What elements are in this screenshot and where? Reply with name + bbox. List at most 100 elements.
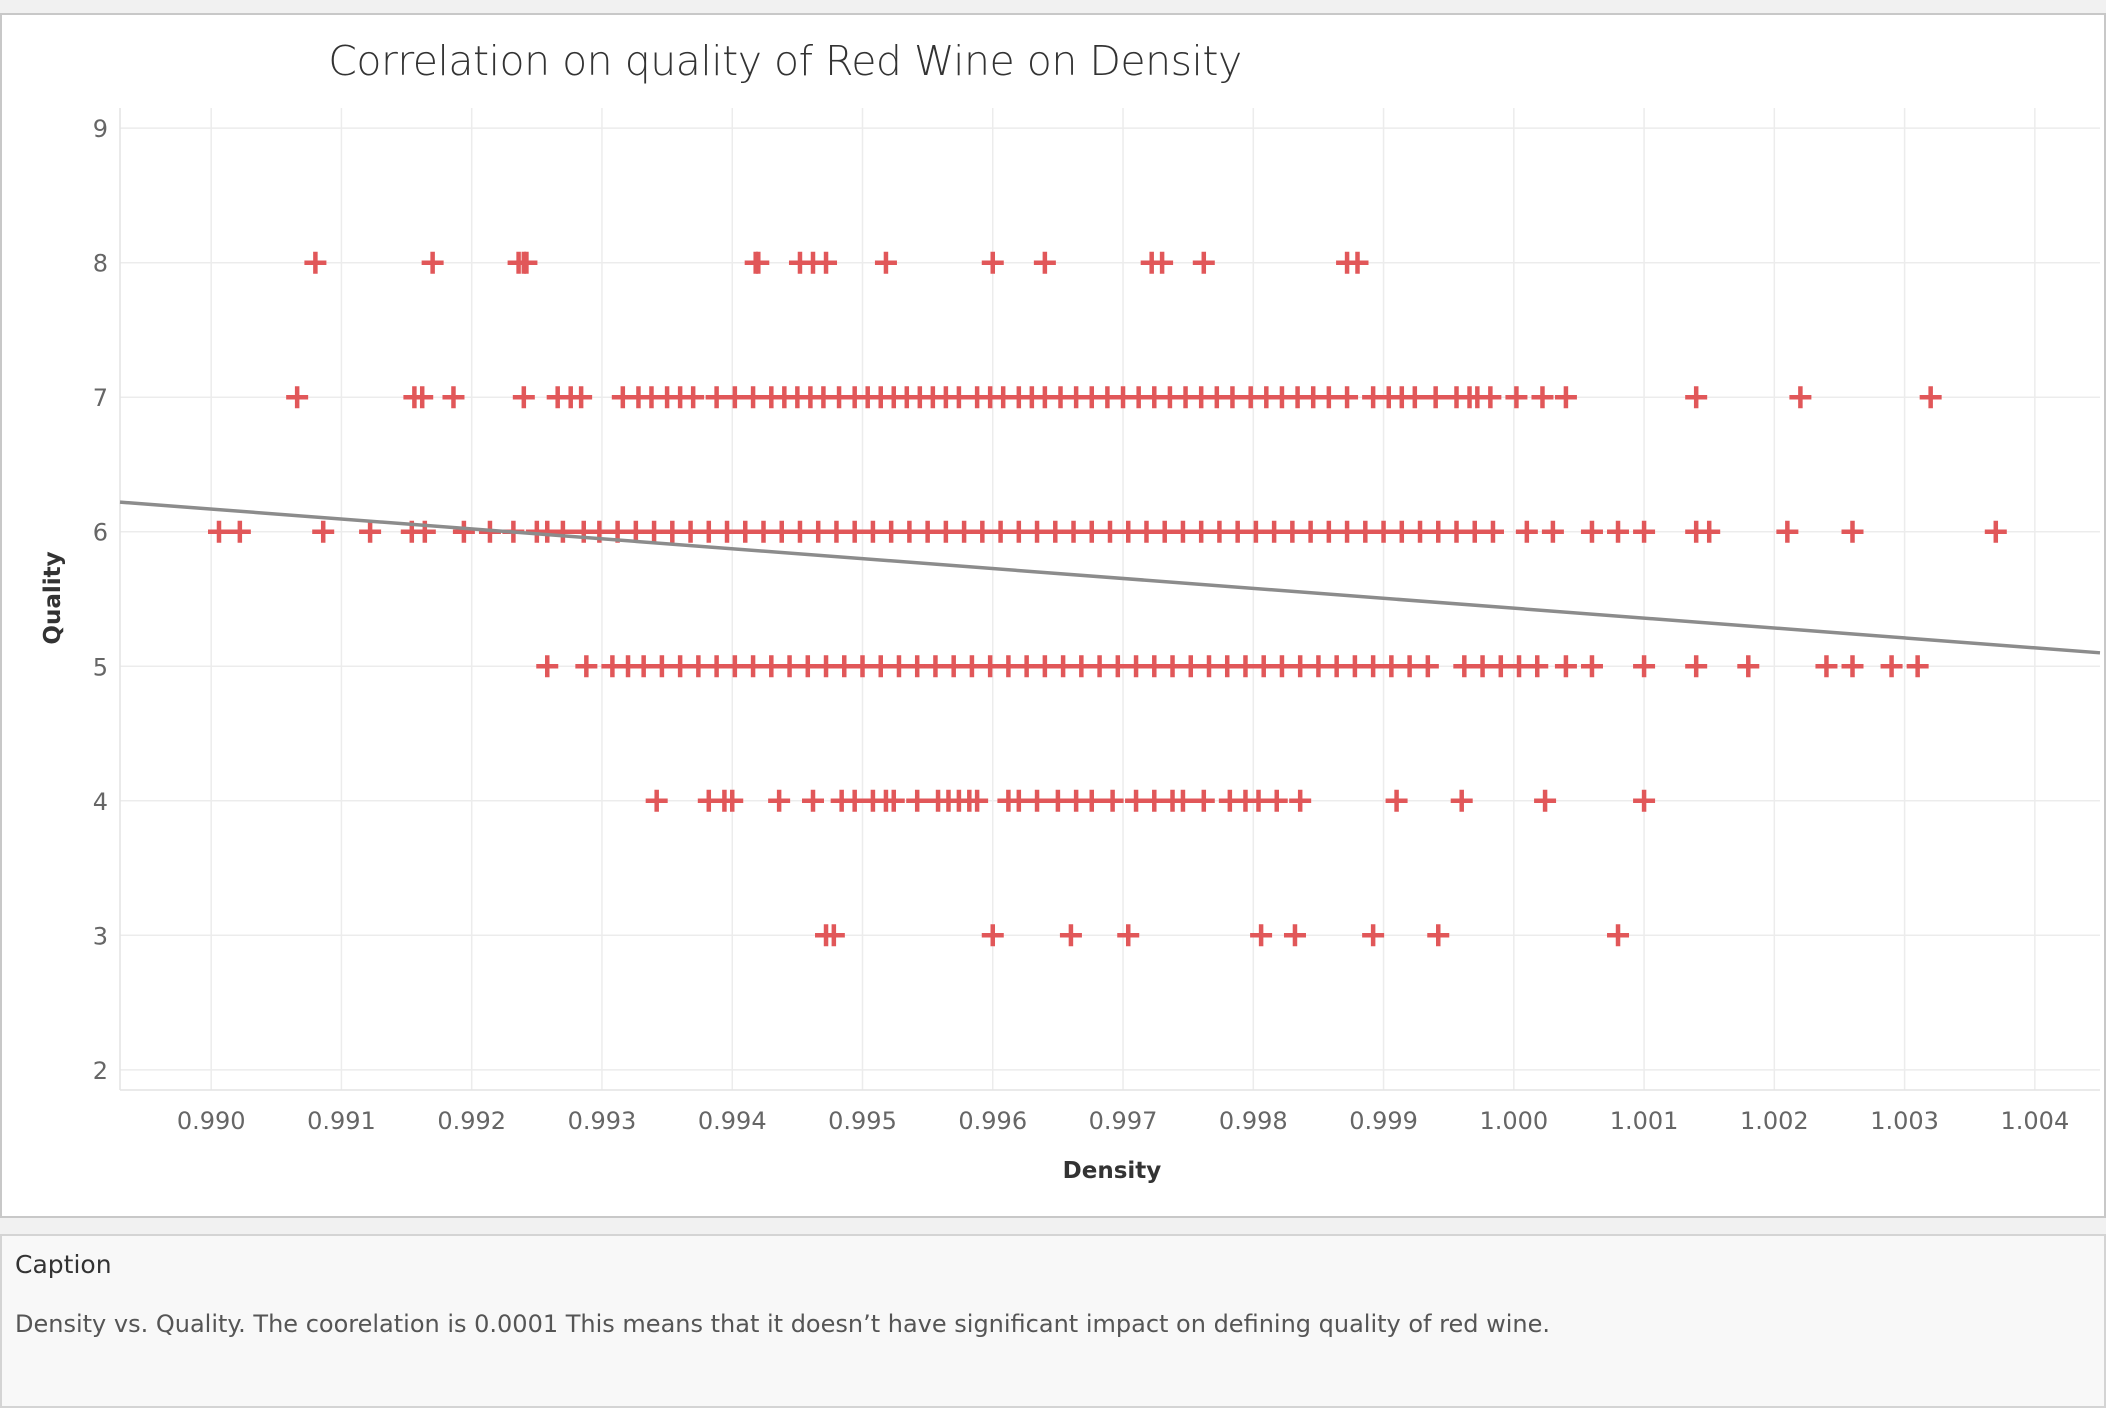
data-point <box>1479 386 1502 409</box>
caption-text: Density vs. Quality. The coorelation is … <box>15 1310 1551 1338</box>
x-tick-label: 0.998 <box>1219 1107 1288 1135</box>
data-point <box>515 251 538 274</box>
data-point <box>882 789 905 812</box>
data-point <box>744 251 767 274</box>
data-point <box>1698 520 1721 543</box>
data-point <box>512 386 535 409</box>
data-point <box>1117 924 1140 947</box>
y-tick-label: 5 <box>93 653 108 681</box>
data-point <box>1685 655 1708 678</box>
data-point <box>1101 789 1124 812</box>
data-point <box>1481 520 1504 543</box>
data-point <box>981 924 1004 947</box>
data-point <box>1403 386 1426 409</box>
y-tick-label: 9 <box>93 115 108 143</box>
data-point <box>452 520 475 543</box>
y-tick-label: 7 <box>93 384 108 412</box>
data-point <box>442 386 465 409</box>
data-point <box>551 520 574 543</box>
data-point <box>1841 520 1864 543</box>
data-point <box>1607 520 1630 543</box>
x-tick-label: 0.993 <box>568 1107 637 1135</box>
data-point <box>1534 789 1557 812</box>
data-point <box>304 251 327 274</box>
x-tick-label: 1.004 <box>2001 1107 2070 1135</box>
x-tick-label: 0.996 <box>958 1107 1027 1135</box>
data-point <box>208 520 230 543</box>
data-point <box>1776 520 1799 543</box>
data-point <box>645 789 668 812</box>
data-point <box>411 386 434 409</box>
data-point <box>1633 789 1656 812</box>
data-point <box>359 520 382 543</box>
y-tick-labels: 2 3 4 5 6 7 8 9 <box>93 115 108 1085</box>
x-tick-label: 1.001 <box>1610 1107 1679 1135</box>
data-point <box>228 520 251 543</box>
data-point <box>1385 789 1408 812</box>
data-point <box>1026 789 1049 812</box>
caption-title: Caption <box>15 1250 112 1279</box>
data-points <box>208 251 2007 947</box>
data-point <box>981 251 1004 274</box>
data-point <box>1580 520 1603 543</box>
grid-lines <box>119 108 2100 1091</box>
y-tick-label: 4 <box>93 788 108 816</box>
data-point <box>1541 520 1564 543</box>
data-point <box>1424 386 1447 409</box>
trend-line <box>119 500 2101 655</box>
data-point <box>536 655 559 678</box>
x-tick-label: 1.002 <box>1740 1107 1809 1135</box>
data-point <box>1633 655 1656 678</box>
x-tick-label: 0.990 <box>177 1107 246 1135</box>
x-tick-label: 1.003 <box>1870 1107 1939 1135</box>
x-tick-labels: 0.990 0.991 0.992 0.993 0.994 0.995 0.996 0.997… <box>177 1107 2069 1135</box>
data-point <box>1685 386 1708 409</box>
chart-title: Correlation on quality of Red Wine on De… <box>328 37 1242 85</box>
data-point <box>1880 655 1903 678</box>
data-point <box>1427 924 1450 947</box>
x-tick-label: 0.997 <box>1089 1107 1158 1135</box>
chart-panel <box>0 13 2106 1218</box>
y-tick-label: 8 <box>93 250 108 278</box>
data-point <box>966 789 989 812</box>
data-point <box>1250 924 1273 947</box>
data-point <box>1080 789 1103 812</box>
x-tick-label: 0.994 <box>698 1107 767 1135</box>
data-point <box>1580 655 1603 678</box>
data-point <box>1450 789 1473 812</box>
data-point <box>1906 655 1929 678</box>
data-point <box>721 789 744 812</box>
data-point <box>1505 386 1528 409</box>
data-point <box>1554 386 1577 409</box>
y-tick-label: 6 <box>93 519 108 547</box>
data-point <box>1789 386 1812 409</box>
data-point <box>802 789 824 812</box>
data-point <box>1531 386 1554 409</box>
data-point <box>1336 386 1359 409</box>
data-point <box>1289 789 1312 812</box>
x-axis-label: Density <box>1063 1158 1162 1184</box>
x-tick-label: 0.999 <box>1349 1107 1418 1135</box>
data-point <box>1737 655 1760 678</box>
data-point <box>286 386 309 409</box>
data-point <box>815 251 838 274</box>
data-point <box>1362 924 1385 947</box>
data-point <box>1151 251 1174 274</box>
data-point <box>1192 789 1215 812</box>
data-point <box>1192 251 1215 274</box>
x-tick-label: 1.000 <box>1479 1107 1548 1135</box>
x-tick-label: 0.991 <box>307 1107 376 1135</box>
y-tick-label: 3 <box>93 922 108 950</box>
data-point <box>682 386 705 409</box>
data-point <box>312 520 335 543</box>
data-point <box>1815 655 1838 678</box>
data-point <box>1033 251 1056 274</box>
data-point <box>1283 924 1306 947</box>
data-point <box>575 655 598 678</box>
data-point <box>1919 386 1942 409</box>
x-tick-label: 0.992 <box>437 1107 506 1135</box>
top-strip <box>0 0 2106 14</box>
data-point <box>1346 251 1369 274</box>
data-point <box>768 789 791 812</box>
